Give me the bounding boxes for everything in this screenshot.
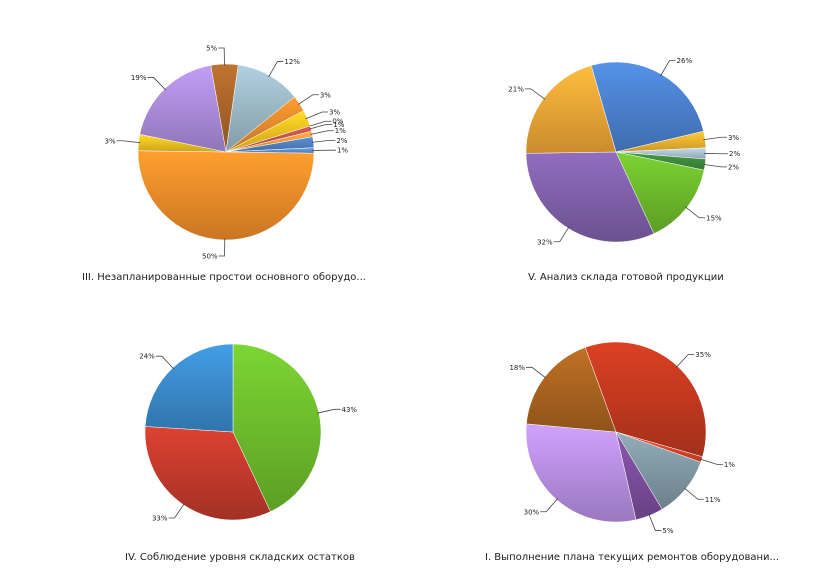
pie-slice [144,343,234,433]
leader-line [524,88,546,100]
slice-label: 11% [705,496,721,504]
slice-label: 1% [337,147,348,155]
slice-label: 15% [706,214,722,222]
leader-line [155,355,175,370]
pie-slice [137,150,315,240]
slice-label: 1% [724,461,735,469]
slice-label: 33% [152,515,168,523]
leader-line [526,366,547,379]
leader-line [147,77,167,91]
slice-label: 35% [695,351,711,359]
leader-line [305,111,329,120]
slice-label: 1% [333,121,344,129]
leader-line [297,94,319,105]
leader-line [168,503,185,519]
leader-line [703,136,727,141]
chart-title: IV. Соблюдение уровня складских остатков [125,552,355,563]
leader-line [703,163,727,168]
leader-line [309,123,333,130]
chart-title: I. Выполнение плана текущих ремонтов обо… [485,552,780,563]
slice-label: 18% [509,364,525,372]
leader-line [218,47,225,66]
slice-label: 50% [202,252,218,260]
chart-title: V. Анализ склада готовой продукции [528,272,724,283]
leader-line [699,458,723,465]
leader-line [648,513,662,531]
slice-label: 26% [677,57,693,65]
leader-line [553,226,570,243]
chart-panel-repair-plan: 35% 1% 11% 5% 30% 18% I. Выполнение плана тек… [420,290,840,580]
leader-line [116,140,141,144]
slice-label: 0% [332,118,343,126]
slice-label: 2% [728,163,739,171]
chart-panel-stock-levels: 43% 33% 24% IV. Соблюдение уровня складски… [0,290,420,580]
slice-label: 19% [131,74,147,82]
chart-title: III. Незапланированные простои основного… [82,272,366,283]
pie-chart-4: 35% 1% 11% 5% 30% 18% [509,341,735,535]
slice-label: 5% [206,45,217,53]
leader-line [660,60,676,77]
leader-line [683,487,704,500]
slice-label: 1% [335,127,346,135]
slice-label: 21% [508,85,524,93]
slice-label: 5% [662,527,673,535]
slice-label: 43% [341,406,357,414]
leader-line [311,140,336,143]
leader-line [540,498,559,513]
leader-line [308,120,332,127]
leader-line [218,238,226,257]
leader-line [684,206,706,219]
leader-line [310,130,334,135]
leader-line [675,354,695,368]
pie-chart-2: 26% 3% 2% 2% 15% 32% 21% [508,57,740,246]
slice-label: 12% [284,58,300,66]
slice-label: 3% [320,91,331,99]
slice-label: 32% [537,238,553,246]
slice-label: 2% [729,150,740,158]
chart-panel-finished-goods: 26% 3% 2% 2% 15% 32% 21% V. Анализ склада гото… [420,0,840,290]
slice-label: 3% [104,137,115,145]
leader-line [268,61,284,78]
pie-chart-1: 5%12%3%3%0%1%1%2%1%50%3%19% [104,45,348,261]
slice-label: 24% [139,353,155,361]
pie-chart-3: 43% 33% 24% [139,343,357,523]
slice-label: 30% [524,508,540,516]
slice-label: 3% [728,134,739,142]
slice-label: 3% [329,109,340,117]
leader-line [317,408,341,414]
slice-label: 2% [336,137,347,145]
chart-panel-unplanned-downtime: 5% 12% 3% 3% 0% 1% 1% 2% 1% 50% 3% 19% III. Незапла… [0,0,420,290]
